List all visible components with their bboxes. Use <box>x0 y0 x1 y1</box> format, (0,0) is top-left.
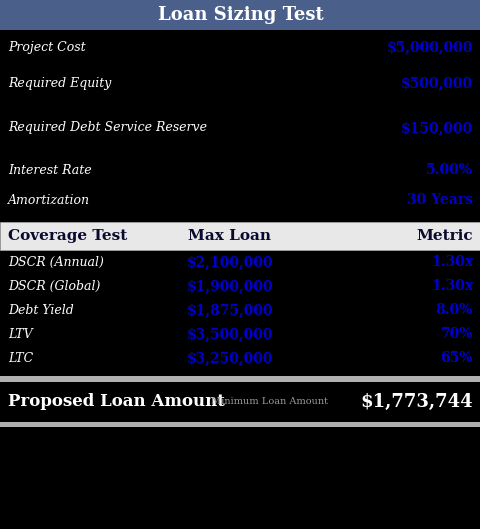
Text: LTV: LTV <box>8 327 33 341</box>
Text: $5,000,000: $5,000,000 <box>386 40 472 54</box>
Text: DSCR (Annual): DSCR (Annual) <box>8 256 104 269</box>
Text: 5.00%: 5.00% <box>425 163 472 177</box>
Text: Debt Yield: Debt Yield <box>8 304 73 316</box>
Text: 65%: 65% <box>440 351 472 365</box>
FancyBboxPatch shape <box>0 382 480 422</box>
Text: 1.30x: 1.30x <box>430 255 472 269</box>
Text: Required Equity: Required Equity <box>8 77 111 89</box>
Text: $1,875,000: $1,875,000 <box>186 303 273 317</box>
Text: 1.30x: 1.30x <box>430 279 472 293</box>
Text: $2,100,000: $2,100,000 <box>186 255 273 269</box>
FancyBboxPatch shape <box>0 222 480 250</box>
Text: $150,000: $150,000 <box>400 121 472 135</box>
Text: $1,773,744: $1,773,744 <box>360 393 472 411</box>
Text: Proposed Loan Amount: Proposed Loan Amount <box>8 394 225 411</box>
Text: Metric: Metric <box>416 229 472 243</box>
Text: Coverage Test: Coverage Test <box>8 229 127 243</box>
Text: $500,000: $500,000 <box>400 76 472 90</box>
Text: Max Loan: Max Loan <box>188 229 271 243</box>
Text: Interest Rate: Interest Rate <box>8 163 91 177</box>
FancyBboxPatch shape <box>0 376 480 382</box>
Text: Minimum Loan Amount: Minimum Loan Amount <box>211 397 328 406</box>
Text: LTC: LTC <box>8 351 33 364</box>
Text: Amortization: Amortization <box>8 194 90 206</box>
Text: 8.0%: 8.0% <box>435 303 472 317</box>
Text: $3,250,000: $3,250,000 <box>186 351 273 365</box>
FancyBboxPatch shape <box>0 0 480 30</box>
Text: Loan Sizing Test: Loan Sizing Test <box>158 6 323 24</box>
Text: 70%: 70% <box>440 327 472 341</box>
Text: $1,900,000: $1,900,000 <box>186 279 273 293</box>
Text: Required Debt Service Reserve: Required Debt Service Reserve <box>8 122 206 134</box>
Text: 30 Years: 30 Years <box>406 193 472 207</box>
FancyBboxPatch shape <box>0 422 480 427</box>
Text: $3,500,000: $3,500,000 <box>186 327 273 341</box>
Text: Project Cost: Project Cost <box>8 41 85 53</box>
Text: DSCR (Global): DSCR (Global) <box>8 279 100 293</box>
